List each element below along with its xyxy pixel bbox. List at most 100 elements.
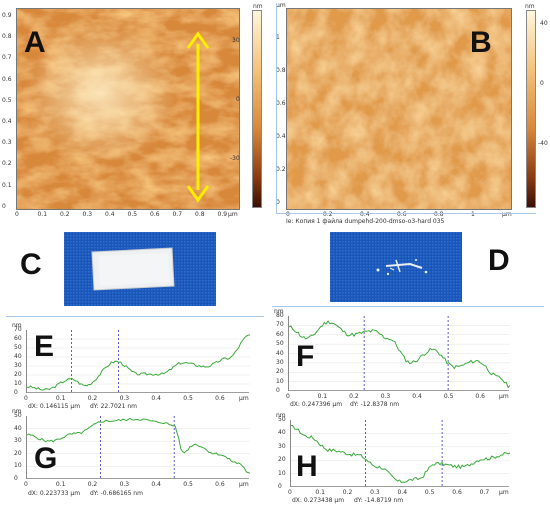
profile-x-tick: 0.1	[55, 395, 66, 402]
profile-y-tick: 40	[276, 349, 284, 357]
afm-texture-b	[287, 9, 511, 209]
afm-b-y-unit: μm	[276, 2, 286, 9]
profile-x-tick: 0.5	[424, 489, 435, 496]
profile-y-tick: 30	[276, 358, 284, 366]
profile-x-tick: 0	[24, 481, 28, 488]
colorbar-b	[526, 10, 536, 208]
panel-label-a: A	[24, 26, 46, 59]
afm-a-x-tick: 0.6	[150, 211, 160, 218]
profile-f	[288, 316, 510, 391]
profile-x-tick: 0.4	[151, 395, 161, 402]
profile-y-tick: 20	[278, 456, 286, 464]
profile-x-tick: 0.3	[119, 395, 130, 402]
prof-F-plot	[289, 316, 510, 391]
profile-y-tick: 30	[14, 437, 22, 445]
afm-a-y-tick: 0.7	[2, 54, 12, 62]
profile-y-tick: 10	[278, 469, 286, 477]
afm-a-x-tick: 0.7	[172, 211, 183, 218]
afm-a-x-tick: 0.9	[217, 211, 228, 218]
afm-a-x-unit: μm	[228, 211, 238, 218]
profile-g-dx: dX: 0.223733 μm	[28, 490, 81, 497]
profile-x-tick: 0.2	[87, 481, 98, 488]
profile-x-tick: 0.6	[215, 395, 225, 402]
afm-a-x-tick: 0.2	[60, 211, 70, 218]
afm-a-x-tick: 0.4	[105, 211, 115, 218]
afm-a-y-tick: 0.1	[2, 181, 12, 189]
profile-x-tick: 0.6	[475, 393, 485, 400]
profile-y-tick: 80	[276, 312, 284, 319]
profile-x-tick: 0	[24, 395, 28, 402]
afm-a-x-tick: 0.8	[195, 211, 205, 218]
profile-x-tick: 0.4	[412, 393, 422, 400]
profile-y-tick: 50	[276, 340, 284, 348]
profile-line	[289, 320, 510, 389]
afm-b-y-tick: 0.2	[276, 166, 286, 173]
profile-y-tick: 0	[14, 389, 18, 396]
profile-y-tick: 0	[276, 387, 280, 394]
prof-H-plot	[291, 420, 510, 487]
photo-c-image	[64, 232, 216, 306]
profile-x-tick: 0.4	[397, 489, 408, 496]
afm-a-x-tick: 0.5	[127, 211, 138, 218]
panel-label-b: B	[470, 26, 492, 59]
afm-a-x-tick: 0	[15, 211, 19, 218]
afm-a-y-tick: 0.4	[2, 118, 12, 125]
afm-image-b	[286, 8, 512, 210]
panel-label-e: E	[34, 330, 55, 363]
profile-f-dx: dX: 0.247396 μm	[290, 401, 343, 408]
colorbar-b-tick: -40	[538, 140, 548, 147]
afm-texture-a	[17, 9, 239, 209]
profile-x-tick: 0.3	[370, 489, 380, 496]
panel-label-f: F	[296, 340, 315, 373]
panel-label-h: H	[296, 450, 318, 483]
afm-a-y-tick: 0.2	[2, 160, 12, 168]
profile-y-unit: nm	[276, 412, 286, 419]
divider-b-vertical	[276, 4, 277, 214]
profile-e	[26, 330, 250, 393]
afm-b-y-tick: 0.6	[276, 100, 286, 107]
profile-x-unit: μm	[499, 393, 509, 400]
profile-x-tick: 0.1	[315, 489, 325, 496]
prof-G-plot	[27, 416, 250, 479]
profile-x-tick: 0.1	[317, 393, 328, 400]
profile-y-tick: 60	[14, 335, 22, 342]
afm-b-x-tick: 0.2	[323, 211, 333, 218]
profile-x-tick: 0	[288, 489, 292, 496]
photo-c	[64, 232, 216, 306]
profile-x-tick: 0.4	[151, 481, 161, 488]
afm-b-x-tick: 0.6	[397, 211, 407, 218]
afm-b-x-tick: 0	[286, 211, 290, 218]
colorbar-b-unit: nm	[525, 3, 535, 10]
profile-x-tick: 0.5	[443, 393, 454, 400]
profile-e-dy: dY: 22.7021 nm	[90, 403, 137, 410]
profile-g-dy: dY: -0.686165 nm	[90, 490, 143, 497]
divider-b	[276, 213, 536, 214]
afm-b-y-tick: 0	[276, 199, 280, 206]
prof-E-plot	[27, 330, 250, 393]
profile-x-tick: 0.5	[183, 481, 193, 488]
profile-y-tick: 50	[14, 412, 22, 419]
afm-a-y-tick: 0.5	[2, 96, 12, 104]
profile-h-dx: dX: 0.273438 μm	[292, 497, 345, 504]
afm-a-y-tick: 0.3	[2, 139, 12, 147]
profile-y-tick: 0	[278, 483, 282, 490]
profile-x-unit: μm	[499, 489, 509, 496]
profile-y-tick: 10	[14, 462, 22, 470]
photo-d	[330, 232, 462, 302]
afm-a-y-tick: 0.6	[2, 75, 12, 83]
afm-b-x-unit: μm	[502, 211, 512, 218]
profile-x-tick: 0.3	[380, 393, 391, 400]
afm-b-x-tick: 1	[471, 211, 475, 218]
profile-x-tick: 0.7	[479, 489, 490, 496]
divider-left	[6, 316, 264, 317]
profile-line	[27, 334, 250, 391]
afm-b-y-tick: 0.8	[276, 67, 286, 74]
colorbar-b-tick: 0	[540, 80, 544, 87]
afm-b-x-tick: 0.4	[360, 211, 370, 218]
profile-h-dy: dY: -14.8719 nm	[354, 497, 404, 504]
afm-a-y-tick: 0.8	[2, 33, 12, 41]
profile-x-tick: 0	[286, 393, 290, 400]
colorbar-a	[252, 10, 262, 208]
profile-x-tick: 0.1	[55, 481, 66, 488]
profile-y-tick: 40	[14, 353, 22, 360]
